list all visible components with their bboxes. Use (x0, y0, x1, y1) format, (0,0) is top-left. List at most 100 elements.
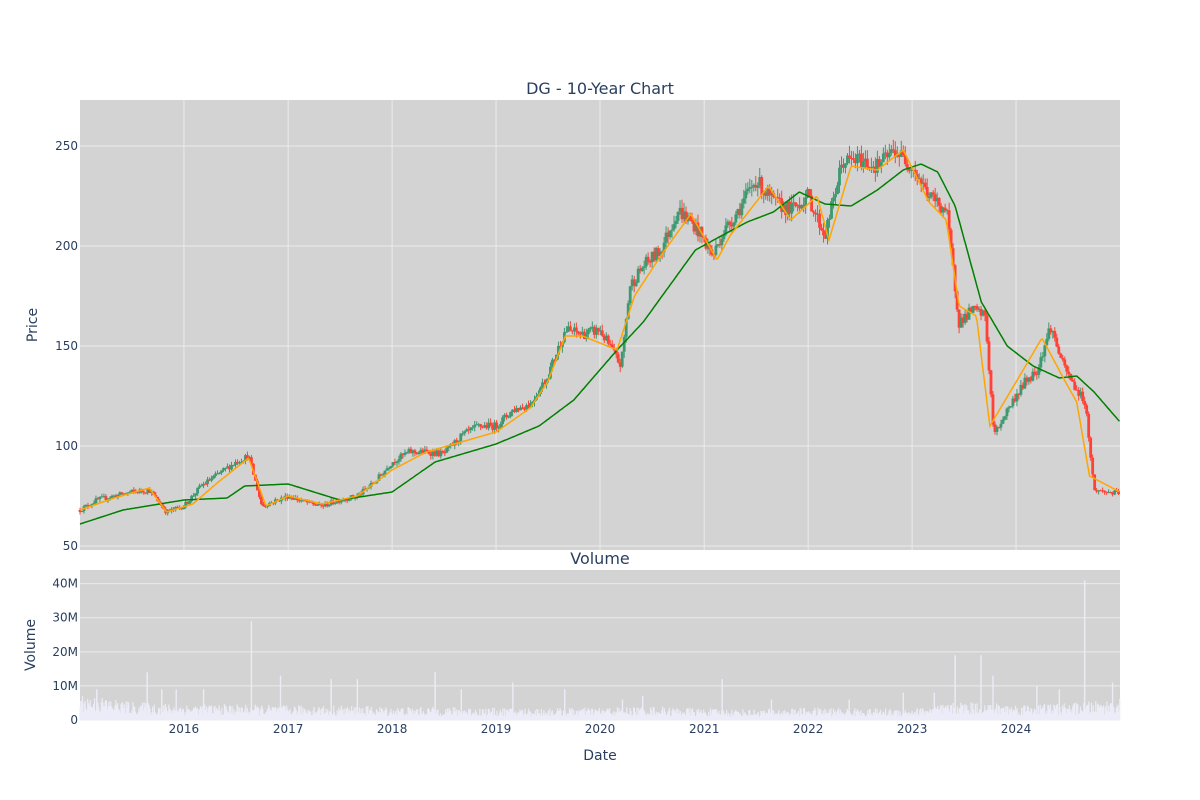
candle-body (955, 291, 959, 310)
candle-body (971, 305, 975, 313)
candle-body (90, 504, 94, 506)
candle-body (1109, 492, 1113, 494)
candle-body (933, 194, 937, 202)
candle-body (513, 409, 516, 412)
candle-body (210, 478, 213, 481)
candle-body (728, 221, 732, 225)
candle-body (1009, 406, 1013, 408)
candle-body (580, 331, 584, 334)
candle-body (660, 251, 664, 253)
volume-y-tick-label: 10M (52, 679, 78, 693)
candle-body (126, 492, 130, 494)
date-x-tick-label: 2024 (1001, 722, 1032, 736)
candle-body (248, 457, 251, 460)
candle-body (666, 232, 670, 237)
candle-body (495, 422, 499, 429)
candle-body (471, 427, 475, 429)
candle-body (176, 506, 180, 508)
volume-bars (79, 580, 1121, 720)
candle-body (590, 326, 594, 328)
candle-body (754, 184, 758, 188)
candle-body (483, 425, 487, 428)
date-x-tick-label: 2017 (273, 722, 304, 736)
candle-body (1007, 407, 1011, 409)
candle-body (519, 407, 522, 411)
candle-body (429, 453, 433, 456)
candle-body (871, 166, 875, 168)
candle-body (379, 474, 383, 476)
candle-body (1107, 492, 1111, 494)
candle-body (766, 188, 770, 196)
candle-body (230, 464, 233, 470)
candle-body (991, 394, 995, 425)
candle-body (377, 474, 381, 481)
candle-body (981, 310, 985, 316)
candle-body (576, 331, 580, 334)
candle-body (718, 244, 722, 246)
candle-body (411, 450, 415, 454)
candle-body (574, 327, 578, 332)
candle-body (263, 505, 267, 507)
candle-body (186, 501, 190, 504)
candle-body (828, 218, 831, 220)
candle-body (790, 203, 794, 214)
candle-body (515, 407, 518, 412)
candle-body (1089, 437, 1093, 458)
volume-y-ticks: 0 10M 20M 30M 40M (52, 577, 78, 727)
candle-body (192, 495, 196, 497)
candle-body (883, 152, 887, 154)
candle-body (92, 503, 96, 505)
candle-body (889, 149, 893, 154)
candle-body (196, 487, 200, 494)
candle-body (128, 491, 132, 493)
candle-body (1085, 405, 1089, 414)
candle-body (98, 497, 102, 500)
candle-body (989, 370, 993, 395)
candle-body (822, 230, 825, 236)
price-panel: 50 100 150 200 250 DG - 10-Year Chart Price (25, 79, 1120, 553)
candle-body (343, 499, 347, 501)
volume-plot-area (80, 570, 1120, 720)
price-y-tick-label: 200 (55, 239, 78, 253)
candle-body (967, 307, 971, 320)
candle-body (706, 245, 710, 249)
candle-body (909, 170, 913, 172)
date-x-tick-label: 2020 (585, 722, 616, 736)
candle-body (943, 207, 947, 211)
candle-body (80, 511, 84, 513)
candle-body (1005, 408, 1009, 417)
candle-body (238, 462, 241, 464)
candle-body (939, 205, 943, 213)
candle-body (716, 244, 720, 246)
candle-body (523, 407, 526, 410)
candle-body (433, 451, 437, 456)
candle-body (1079, 391, 1083, 396)
candle-body (830, 201, 833, 219)
candle-body (582, 331, 586, 339)
ma-long-line (79, 163, 1120, 525)
candle-body (1065, 365, 1069, 372)
date-x-tick-label: 2019 (481, 722, 512, 736)
candle-body (393, 462, 397, 464)
candle-body (840, 164, 843, 168)
candle-body (895, 154, 899, 157)
candle-body (949, 229, 953, 249)
candle-body (136, 491, 140, 493)
date-x-tick-label: 2018 (377, 722, 408, 736)
candle-body (636, 268, 640, 283)
price-y-tick-label: 150 (55, 339, 78, 353)
candle-body (1003, 416, 1007, 420)
candle-body (1049, 328, 1053, 333)
candle-body (913, 169, 917, 175)
candle-body (469, 427, 473, 431)
candle-body (947, 210, 951, 230)
candle-body (917, 178, 921, 180)
candle-body (182, 507, 186, 510)
candle-body (901, 150, 905, 156)
date-x-tick-label: 2022 (793, 722, 824, 736)
candle-body (501, 417, 505, 424)
candle-body (995, 427, 999, 432)
candle-body (810, 195, 813, 212)
candle-body (864, 158, 867, 162)
candle-body (511, 409, 514, 412)
